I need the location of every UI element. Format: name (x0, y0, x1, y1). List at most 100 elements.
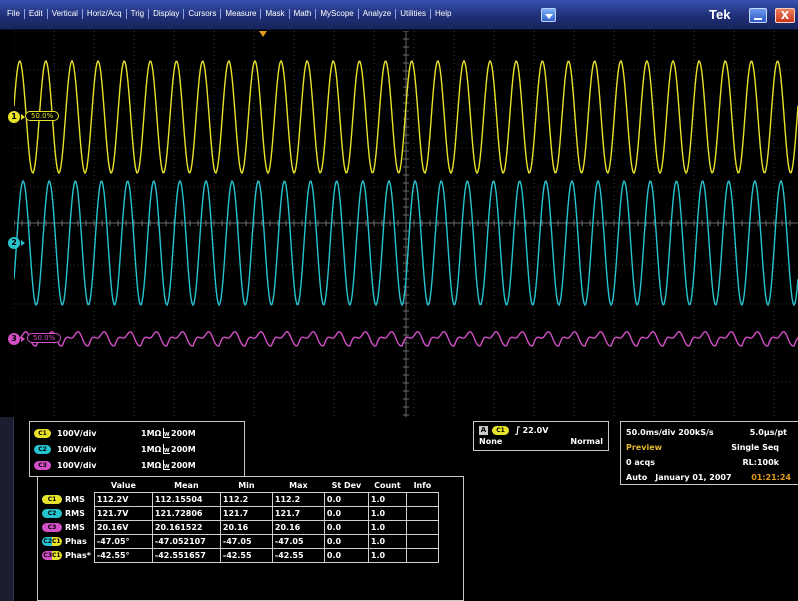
measurement-max: 112.2 (271, 491, 325, 507)
menu-measure[interactable]: Measure (221, 9, 262, 19)
trigger-position-marker[interactable] (259, 31, 267, 37)
measurement-min: 121.7 (219, 505, 273, 521)
ch1-marker-arrow (21, 114, 25, 120)
channel-readout-3[interactable]: C3 100V/div 1MΩ W 200M (34, 457, 240, 473)
channel-impedance: 1MΩ (141, 460, 162, 470)
measurement-source-badge: C2C1 (42, 536, 62, 546)
measurement-stdev: 0.0 (323, 533, 369, 549)
measurement-source-badge: C3C1 (42, 550, 62, 560)
measurement-info (405, 547, 439, 563)
measurement-value: 121.7V (93, 505, 153, 521)
minimize-icon (754, 18, 762, 20)
ch3-reference-tag: 50.0% (27, 333, 62, 343)
channel-badge: C2 (34, 444, 51, 454)
menu-math[interactable]: Math (290, 9, 317, 19)
measurement-min: -42.55 (219, 547, 273, 563)
acquisition-count: 0 acqs (626, 458, 655, 467)
measurement-info (405, 519, 439, 535)
bandwidth-limit-icon: W (163, 428, 170, 438)
measurement-row[interactable]: C3 RMS 20.16V 20.161522 20.16 20.16 0.0 1.0 (42, 519, 439, 535)
measurement-value: -47.05° (93, 533, 153, 549)
measurement-info (405, 505, 439, 521)
measurement-min: 112.2 (219, 491, 273, 507)
measurement-info (405, 533, 439, 549)
measurement-mean: 112.15504 (151, 491, 221, 507)
ch3-marker[interactable]: 3 (8, 333, 20, 345)
channel-readouts[interactable]: C1 100V/div 1MΩ W 200M C2 100V/div 1MΩ W 200M C3 10… (29, 421, 245, 477)
column-header: Min (238, 480, 255, 490)
menu-utilities[interactable]: Utilities (396, 9, 431, 19)
close-button[interactable]: X (775, 8, 795, 23)
menu-dropdown-button[interactable] (541, 8, 556, 22)
measurement-count: 1.0 (367, 519, 407, 535)
measurement-count: 1.0 (367, 547, 407, 563)
trigger-mode-auto: Auto (626, 473, 648, 482)
menu-vertical[interactable]: Vertical (48, 9, 83, 19)
ch3-waveform (14, 330, 798, 347)
timebase-readout[interactable]: 50.0ms/div 200kS/s 5.0µs/pt Preview Sing… (620, 421, 798, 485)
measurement-type: RMS (65, 522, 85, 532)
measurement-value: 20.16V (93, 519, 153, 535)
channel-impedance: 1MΩ (141, 444, 162, 454)
ch3-marker-arrow (21, 336, 25, 342)
column-header: Count (374, 480, 401, 490)
menu-myscope[interactable]: MyScope (316, 9, 359, 19)
menu-file[interactable]: File (3, 9, 25, 19)
measurement-table-panel[interactable]: Value Mean Min Max St Dev Count Info C1 RMS 112.… (37, 476, 464, 601)
measurement-row[interactable]: C2 RMS 121.7V 121.72806 121.7 121.7 0.0 1.0 (42, 505, 439, 521)
menu-help[interactable]: Help (435, 9, 452, 18)
run-mode: Single Seq (731, 443, 779, 452)
measurement-min: -47.05 (219, 533, 273, 549)
ch1-marker[interactable]: 1 (8, 111, 20, 123)
measurement-stdev: 0.0 (323, 505, 369, 521)
measurement-source-badge: C3 (42, 522, 62, 532)
column-header: Mean (174, 480, 199, 490)
ch2-marker-arrow (21, 240, 25, 246)
channel-badge: C1 (34, 428, 51, 438)
measurement-max: -47.05 (271, 533, 325, 549)
bottom-panel: C1 100V/div 1MΩ W 200M C2 100V/div 1MΩ W 200M C3 10… (0, 417, 798, 601)
horizontal-scale: 50.0ms/div 200kS/s (626, 428, 714, 437)
ch2-waveform (14, 179, 798, 307)
bandwidth-limit-icon: W (163, 460, 170, 470)
graticule (14, 31, 798, 417)
measurement-max: -42.55 (271, 547, 325, 563)
clock-time: 01:21:24 (751, 473, 791, 482)
measurement-source-badge: C2 (42, 508, 62, 518)
menu-trig[interactable]: Trig (127, 9, 150, 19)
measurement-label-cell: C3C1 Phas* (42, 548, 94, 562)
measurement-header-row: Value Mean Min Max St Dev Count Info (42, 479, 438, 492)
trigger-coupling: None (479, 437, 503, 446)
measurement-label-cell: C1 RMS (42, 492, 94, 506)
ch1-waveform (14, 59, 798, 175)
channel-badge: C3 (34, 460, 51, 470)
channel-readout-1[interactable]: C1 100V/div 1MΩ W 200M (34, 425, 240, 441)
measurement-min: 20.16 (219, 519, 273, 535)
measurement-info (405, 491, 439, 507)
menu-analyze[interactable]: Analyze (359, 9, 397, 19)
menu-mask[interactable]: Mask (261, 9, 290, 19)
measurement-label-cell: C2 RMS (42, 506, 94, 520)
measurement-row[interactable]: C1 RMS 112.2V 112.15504 112.2 112.2 0.0 1.0 (42, 491, 439, 507)
trigger-readout[interactable]: A C1 ∫ 22.0V None Normal (473, 421, 609, 451)
menu-display[interactable]: Display (149, 9, 185, 19)
channel-scale: 100V/div (57, 428, 97, 438)
measurement-type: Phas* (65, 550, 91, 560)
measurement-stdev: 0.0 (323, 519, 369, 535)
waveform-display[interactable] (14, 31, 798, 417)
column-header: St Dev (331, 480, 362, 490)
trigger-source-badge: C1 (492, 426, 509, 435)
measurement-row[interactable]: C2C1 Phas -47.05° -47.052107 -47.05 -47.05 0.0… (42, 533, 439, 549)
measurement-row[interactable]: C3C1 Phas* -42.55° -42.551657 -42.55 -42.55 0.… (42, 547, 439, 563)
measurement-type: Phas (65, 536, 87, 546)
minimize-button[interactable] (749, 8, 767, 23)
measurement-label-cell: C2C1 Phas (42, 534, 94, 548)
menu-edit[interactable]: Edit (25, 9, 48, 19)
menu-horiz-acq[interactable]: Horiz/Acq (83, 9, 127, 19)
channel-readout-2[interactable]: C2 100V/div 1MΩ W 200M (34, 441, 240, 457)
measurement-mean: -42.551657 (151, 547, 221, 563)
ch2-marker[interactable]: 2 (8, 237, 20, 249)
ch1-reference-tag: 50.0% (25, 111, 60, 121)
menu-cursors[interactable]: Cursors (184, 9, 222, 19)
measurement-mean: -47.052107 (151, 533, 221, 549)
